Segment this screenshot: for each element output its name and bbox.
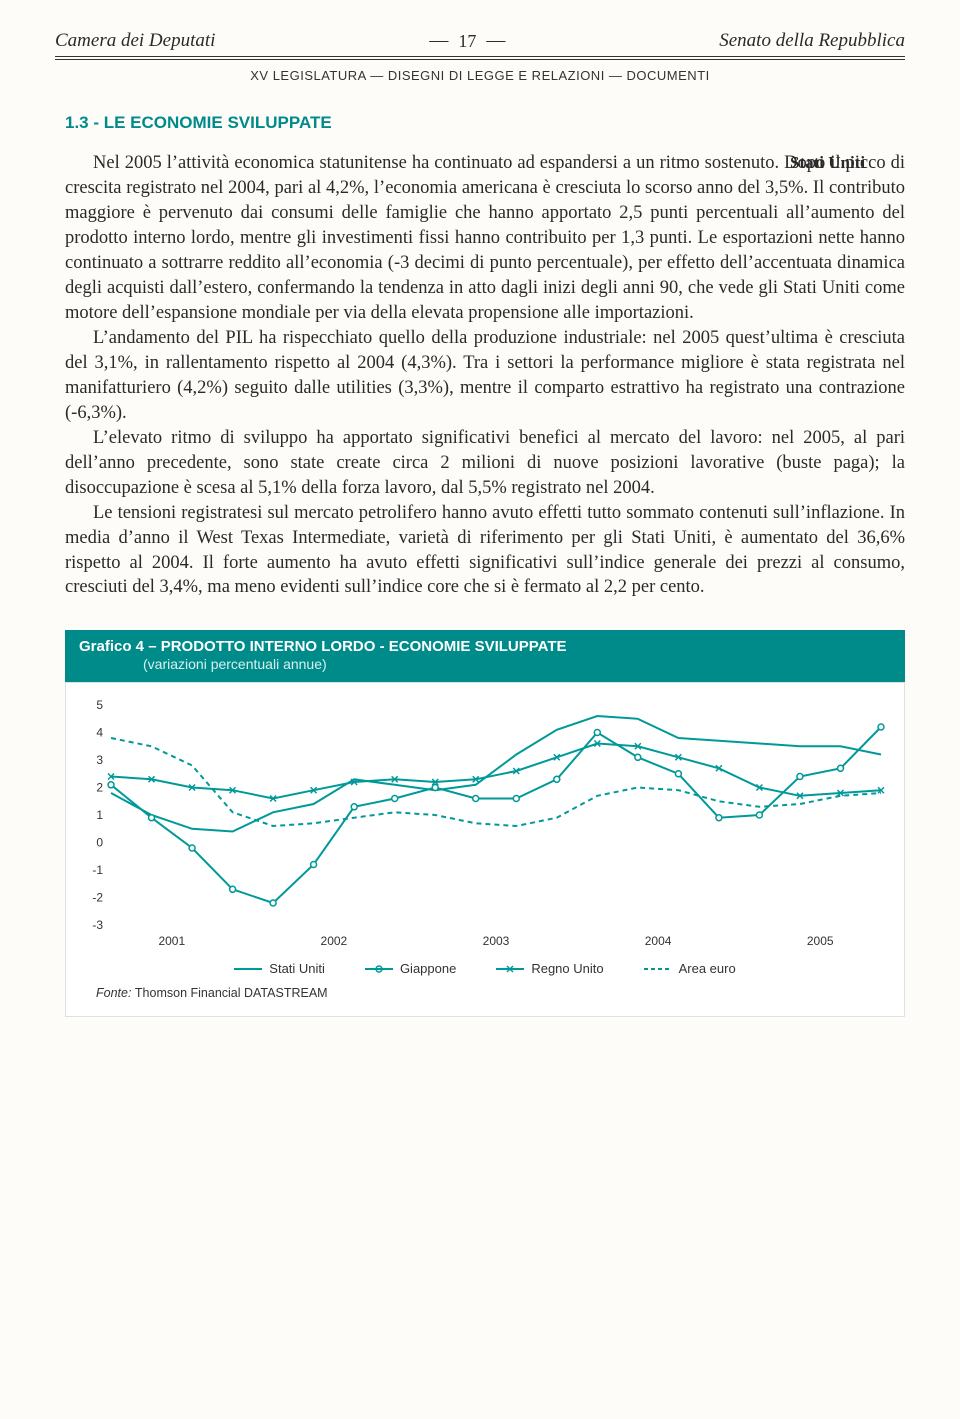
paragraph-1: Nel 2005 l’attività economica statuniten… [65, 151, 905, 326]
body-wrap: Stati Uniti Nel 2005 l’attività economic… [55, 151, 905, 600]
chart-area: -3 -2 -1 0 1 2 3 4 5 2001 2002 2003 2004 2005 Stati U… [65, 682, 905, 1017]
header-right: Senato della Repubblica [719, 30, 905, 52]
svg-text:4: 4 [96, 726, 103, 740]
chart-title-bar: Grafico 4 – PRODOTTO INTERNO LORDO - ECO… [65, 630, 905, 682]
chart-panel: Grafico 4 – PRODOTTO INTERNO LORDO - ECO… [65, 630, 905, 1017]
paragraph-2: L’andamento del PIL ha rispecchiato quel… [65, 326, 905, 426]
svg-text:5: 5 [96, 698, 103, 712]
chart-subtitle: (variazioni percentuali annue) [143, 656, 327, 672]
svg-text:2002: 2002 [321, 934, 348, 948]
legend-label-2: Regno Unito [531, 961, 603, 976]
header-sub: XV LEGISLATURA — DISEGNI DI LEGGE E RELA… [55, 68, 905, 83]
legend-label-1: Giappone [400, 961, 456, 976]
header-left: Camera dei Deputati [55, 30, 215, 52]
legend-item-stati-uniti: Stati Uniti [234, 961, 325, 976]
header-rule [55, 56, 905, 60]
section-title: 1.3 - LE ECONOMIE SVILUPPATE [65, 113, 905, 133]
svg-text:2003: 2003 [483, 934, 510, 948]
svg-text:-1: -1 [92, 863, 103, 877]
source-label: Fonte: [96, 986, 131, 1000]
paragraph-4: Le tensioni registratesi sul mercato pet… [65, 501, 905, 601]
line-chart: -3 -2 -1 0 1 2 3 4 5 2001 2002 2003 2004 2005 [76, 693, 896, 953]
svg-text:2004: 2004 [645, 934, 672, 948]
paragraph-3: L’elevato ritmo di sviluppo ha apportato… [65, 426, 905, 501]
page-number: 17 [458, 31, 476, 52]
source-value: Thomson Financial DATASTREAM [135, 986, 328, 1000]
svg-text:2: 2 [96, 781, 103, 795]
page-header: Camera dei Deputati — 17 — Senato della … [55, 30, 905, 52]
svg-text:3: 3 [96, 753, 103, 767]
svg-text:-2: -2 [92, 891, 103, 905]
body-text: Nel 2005 l’attività economica statuniten… [65, 151, 905, 600]
legend-label-3: Area euro [679, 961, 736, 976]
margin-note: Stati Uniti [790, 153, 910, 173]
svg-text:1: 1 [96, 808, 103, 822]
legend-item-area-euro: Area euro [644, 961, 736, 976]
page-number-wrap: — 17 — [429, 30, 505, 52]
legend-item-giappone: Giappone [365, 961, 456, 976]
svg-text:-3: -3 [92, 918, 103, 932]
svg-text:0: 0 [96, 836, 103, 850]
svg-text:2005: 2005 [807, 934, 834, 948]
svg-text:2001: 2001 [158, 934, 185, 948]
legend-item-regno-unito: Regno Unito [496, 961, 603, 976]
chart-source: Fonte: Thomson Financial DATASTREAM [76, 981, 894, 1006]
chart-title: Grafico 4 – PRODOTTO INTERNO LORDO - ECO… [79, 638, 567, 655]
legend-label-0: Stati Uniti [269, 961, 325, 976]
chart-legend: Stati Uniti Giappone Regno Unito Area eu… [76, 953, 894, 981]
